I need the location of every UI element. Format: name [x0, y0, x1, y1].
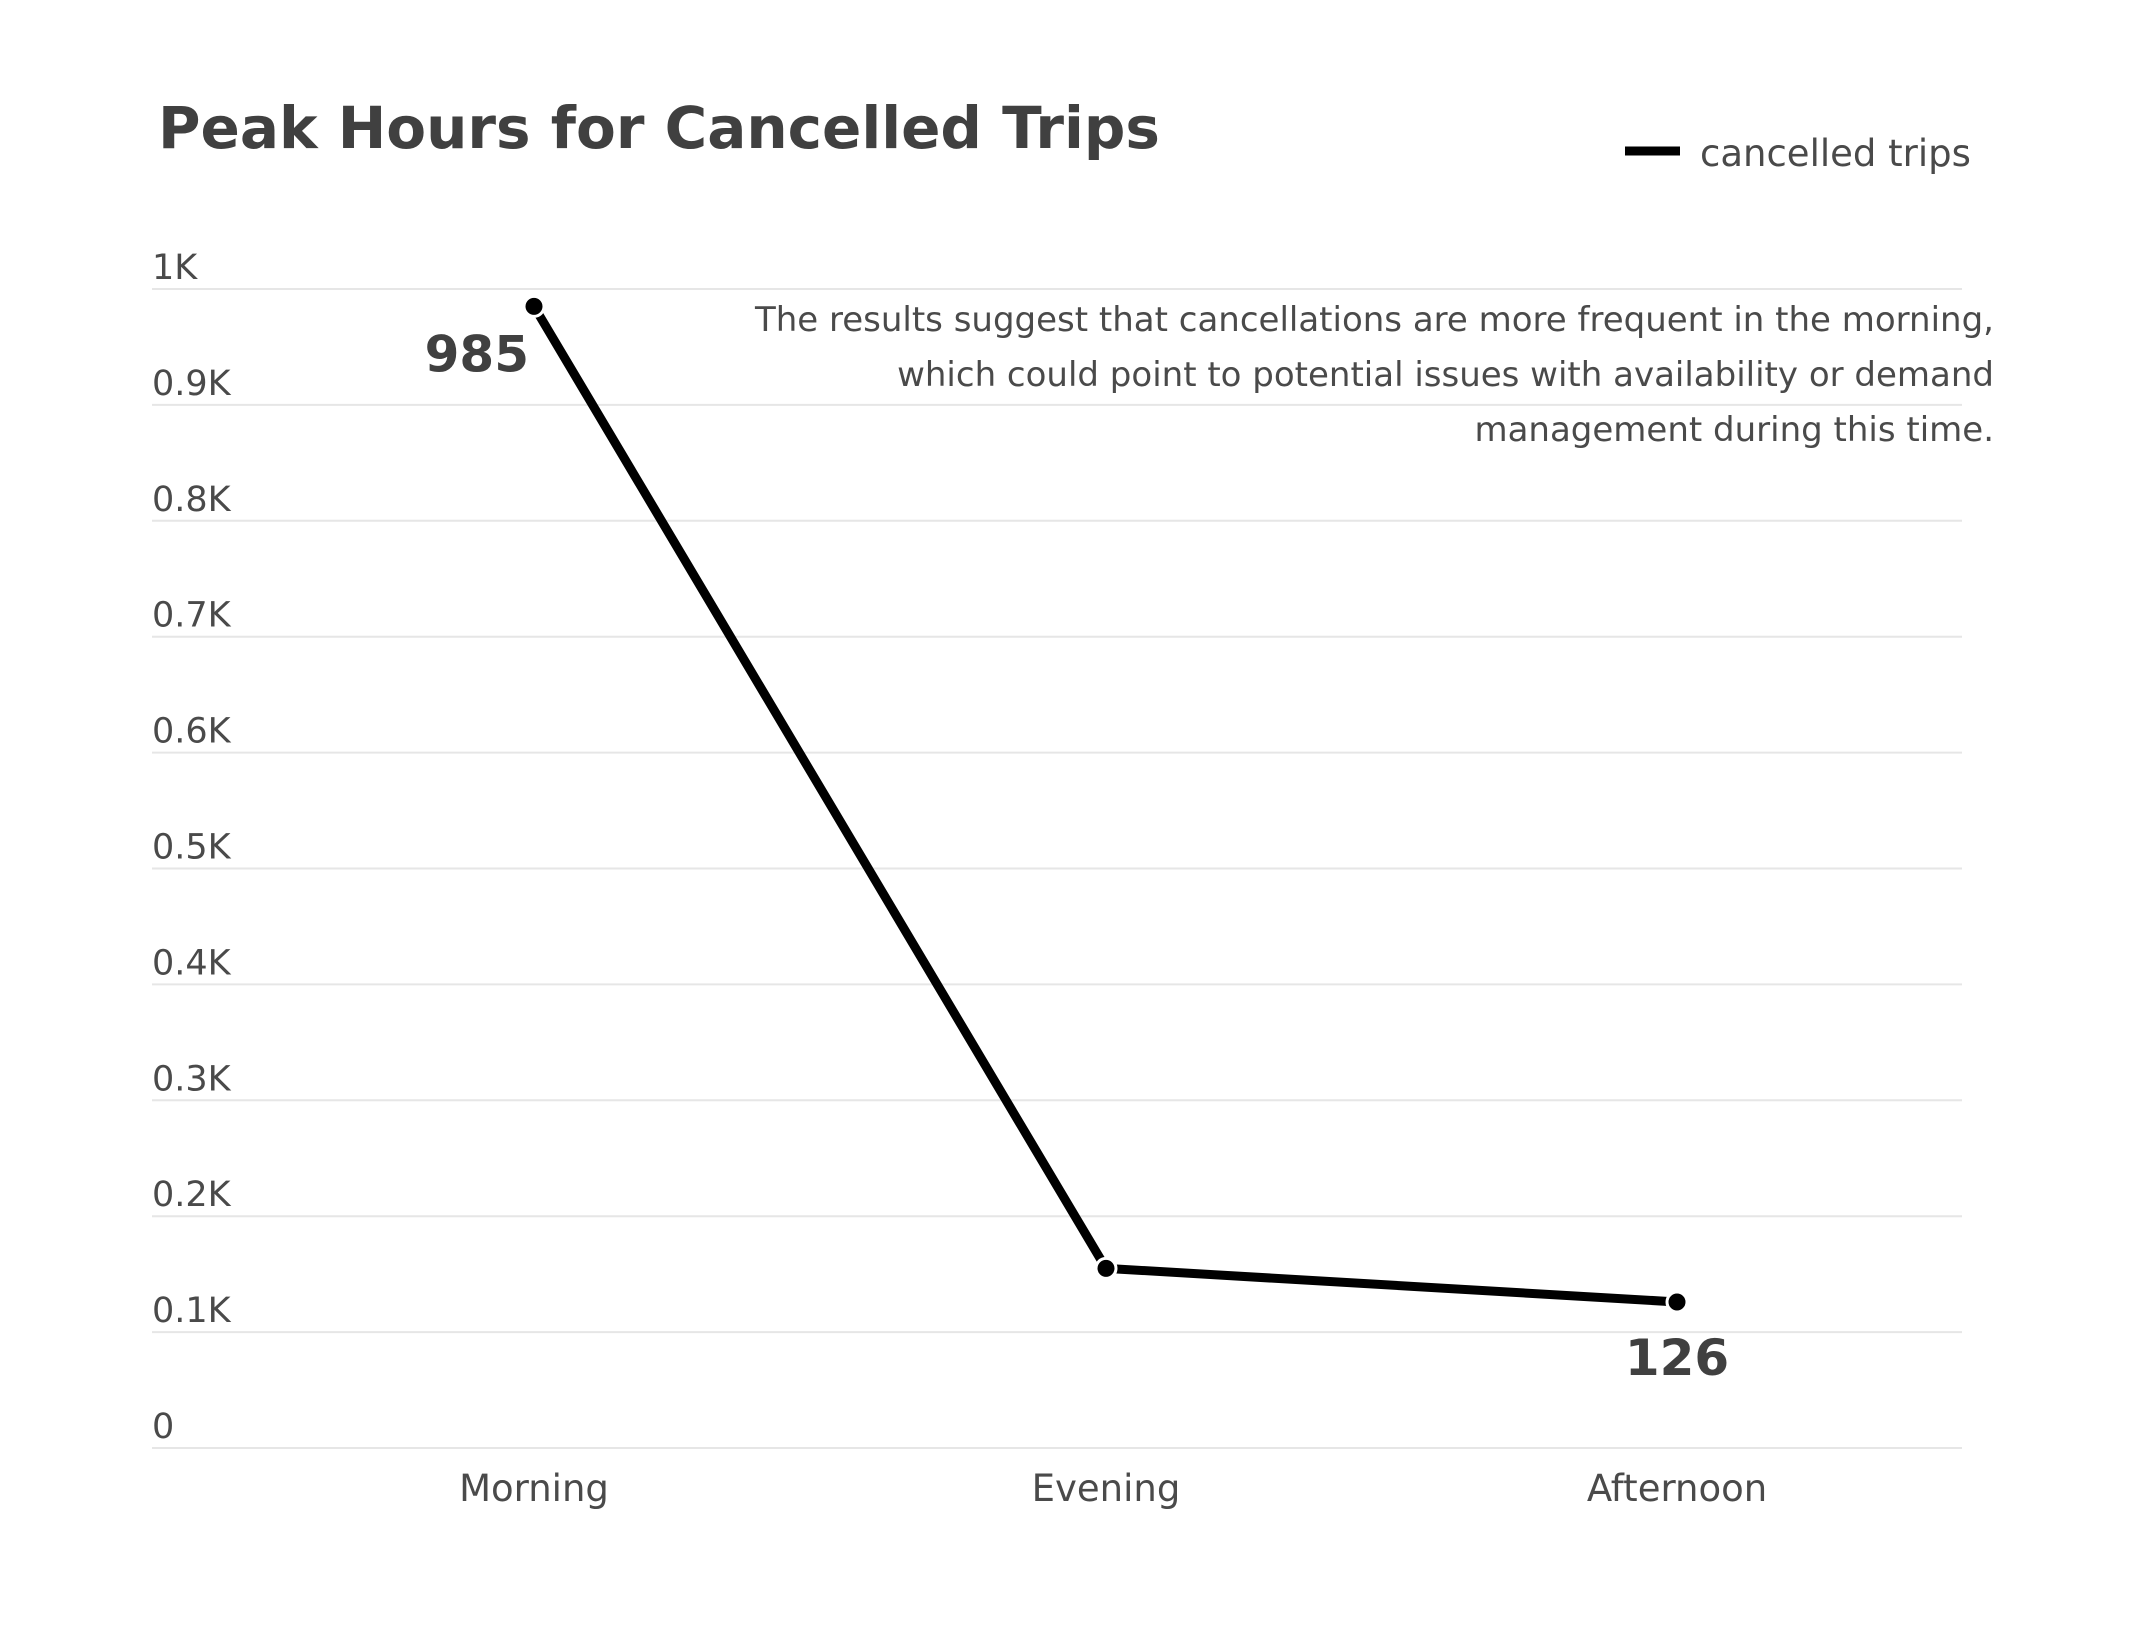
x-tick-label: Morning	[459, 1467, 609, 1510]
x-tick-label: Evening	[1032, 1467, 1181, 1510]
series-line	[529, 301, 1682, 1307]
y-tick-label: 0.8K	[152, 480, 232, 520]
data-label: 126	[1625, 1329, 1729, 1387]
grid	[152, 288, 1962, 1449]
x-tick-label: Afternoon	[1587, 1467, 1767, 1510]
y-tick-label: 0.4K	[152, 943, 232, 983]
annotation: The results suggest that cancellations a…	[754, 300, 1994, 450]
y-tick-label: 0.1K	[152, 1291, 232, 1331]
legend-label-cancelled-trips: cancelled trips	[1700, 132, 1971, 175]
y-tick-label: 0.5K	[152, 828, 232, 868]
y-tick-label: 0.2K	[152, 1175, 232, 1215]
data-point	[522, 294, 546, 318]
y-axis-ticks: 0 0.1K 0.2K 0.3K 0.4K 0.5K 0.6K 0.7K 0.8K 0.9K 1K	[152, 248, 232, 1447]
series-layer	[522, 294, 1689, 1314]
y-tick-label: 1K	[152, 248, 198, 288]
annotation-line: management during this time.	[1474, 410, 1994, 450]
y-tick-label: 0.9K	[152, 364, 232, 404]
annotation-line: The results suggest that cancellations a…	[754, 300, 1994, 340]
legend: cancelled trips	[1625, 132, 1971, 175]
data-label: 985	[425, 325, 529, 383]
data-point	[1665, 1290, 1689, 1314]
x-axis-ticks: Morning Evening Afternoon	[459, 1467, 1767, 1510]
data-labels: 985 126	[425, 325, 1730, 1387]
y-tick-label: 0	[152, 1407, 174, 1447]
y-tick-label: 0.7K	[152, 596, 232, 636]
y-tick-label: 0.3K	[152, 1059, 232, 1099]
y-tick-label: 0.6K	[152, 712, 232, 752]
chart-title: Peak Hours for Cancelled Trips	[158, 94, 1160, 162]
data-point	[1094, 1256, 1118, 1280]
annotation-line: which could point to potential issues wi…	[897, 355, 1994, 395]
